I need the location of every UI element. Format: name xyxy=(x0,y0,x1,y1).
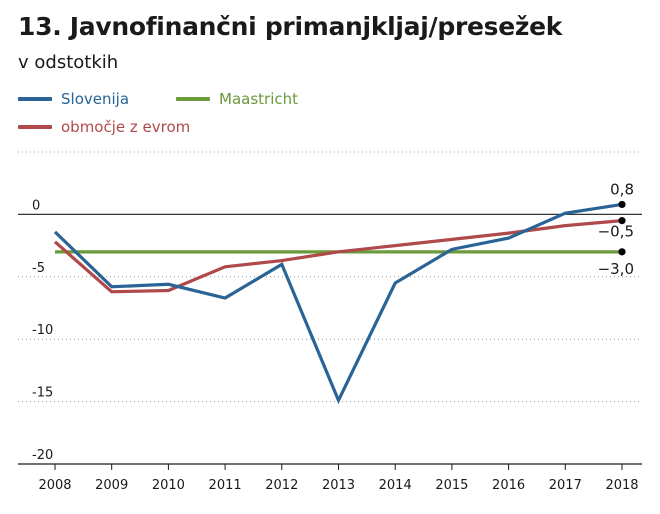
end-value-label: −3,0 xyxy=(598,260,634,278)
legend-swatch-obmocje-z-evrom xyxy=(18,125,52,129)
x-tick-label: 2011 xyxy=(209,478,242,493)
y-tick-label: -20 xyxy=(32,448,53,463)
chart-title: 13. Javnofinančni primanjkljaj/presežek xyxy=(18,12,563,41)
marker-layer xyxy=(618,200,626,256)
x-tick-label: 2017 xyxy=(549,478,582,493)
y-tick-label: 0 xyxy=(32,198,40,213)
x-tick-label: 2016 xyxy=(492,478,525,493)
series-line-obmocje-z-evrom xyxy=(53,219,623,294)
legend-item-maastricht: Maastricht xyxy=(176,90,298,108)
x-tick-label: 2013 xyxy=(322,478,355,493)
end-value-label: −0,5 xyxy=(598,223,634,241)
legend-label-maastricht: Maastricht xyxy=(219,90,298,108)
x-tick-label: 2012 xyxy=(265,478,298,493)
y-tick-label: -10 xyxy=(32,323,53,338)
x-tick-label: 2009 xyxy=(95,478,128,493)
x-tick-label: 2014 xyxy=(379,478,412,493)
legend-item-obmocje-z-evrom: območje z evrom xyxy=(18,118,190,136)
series-line-slovenija xyxy=(53,202,623,405)
legend-item-slovenija: Slovenija xyxy=(18,90,129,108)
axis-layer: 0 -5 -10 -15 -20 2008 2009 2010 2011 2012 2013 2014… xyxy=(18,198,642,493)
label-layer: 0,8 −3,0 −0,5 xyxy=(598,180,634,277)
x-tick-label: 2010 xyxy=(152,478,185,493)
end-point-marker xyxy=(618,217,626,225)
legend-label-obmocje-z-evrom: območje z evrom xyxy=(61,118,191,136)
end-point-marker xyxy=(618,200,626,209)
end-point-marker xyxy=(618,248,626,256)
y-tick-label: -15 xyxy=(32,386,53,401)
legend-swatch-slovenija xyxy=(18,97,52,101)
chart-subtitle: v odstotkih xyxy=(18,52,119,73)
end-value-label: 0,8 xyxy=(610,180,634,198)
grid-layer xyxy=(18,151,642,403)
x-tick-label: 2018 xyxy=(605,478,638,493)
y-tick-label: -5 xyxy=(32,261,45,276)
legend-label-slovenija: Slovenija xyxy=(61,90,130,108)
series-layer xyxy=(53,202,623,405)
legend-swatch-maastricht xyxy=(176,97,210,101)
x-tick-label: 2015 xyxy=(435,478,468,493)
x-tick-label: 2008 xyxy=(38,478,71,493)
